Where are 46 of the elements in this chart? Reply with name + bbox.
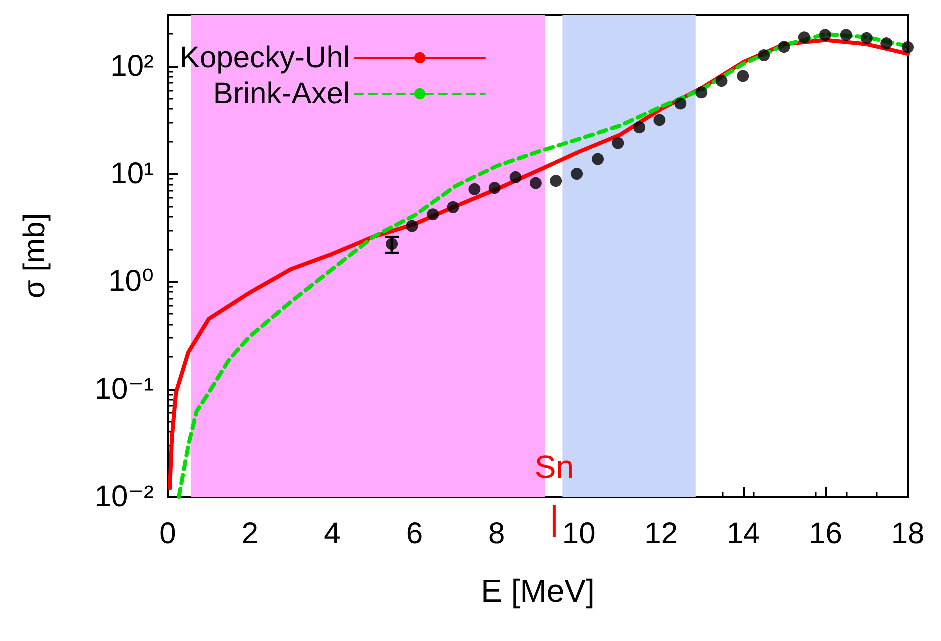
legend-label: Kopecky-Uhl xyxy=(180,42,350,74)
point xyxy=(674,98,687,110)
x-tick-label: 10 xyxy=(562,518,596,550)
point xyxy=(447,201,460,214)
point xyxy=(758,50,770,62)
y-axis-title: σ [mb] xyxy=(18,213,52,299)
point xyxy=(654,114,666,126)
point xyxy=(427,208,440,221)
point xyxy=(612,137,624,150)
point xyxy=(798,32,810,44)
x-tick-label: 14 xyxy=(726,518,760,550)
point xyxy=(860,32,873,44)
x-tick-label: 0 xyxy=(160,518,176,550)
point xyxy=(716,75,728,88)
legend-label: Brink-Axel xyxy=(213,78,350,110)
point xyxy=(634,122,646,134)
point xyxy=(880,38,893,50)
x-axis-title: E [MeV] xyxy=(481,573,595,609)
y-tick-label: 10⁰ xyxy=(108,265,154,298)
point xyxy=(530,177,542,190)
y-tick-label: 10² xyxy=(110,50,154,83)
point xyxy=(571,168,584,180)
y-tick-label: 10¹ xyxy=(110,158,154,191)
x-tick-label: 12 xyxy=(644,518,678,550)
y-tick-label: 10⁻² xyxy=(94,480,154,514)
point xyxy=(778,41,790,54)
x-tick-label: 16 xyxy=(809,518,842,550)
point xyxy=(488,182,501,194)
point xyxy=(902,41,914,54)
point xyxy=(550,175,562,188)
x-tick-label: 8 xyxy=(488,518,506,550)
point xyxy=(737,70,750,82)
x-tick-label: 4 xyxy=(324,518,341,550)
x-tick-label: 18 xyxy=(891,518,925,550)
point xyxy=(510,171,522,184)
point xyxy=(406,220,418,232)
x-tick-label: 2 xyxy=(242,518,259,550)
ref-line-label: Sn xyxy=(534,449,574,485)
point xyxy=(592,153,604,166)
x-tick-label: 6 xyxy=(406,518,424,550)
point xyxy=(386,238,398,250)
point xyxy=(840,29,852,42)
y-tick-label: 10⁻¹ xyxy=(94,372,154,406)
point xyxy=(468,183,481,196)
point xyxy=(819,29,832,42)
point xyxy=(696,86,708,99)
